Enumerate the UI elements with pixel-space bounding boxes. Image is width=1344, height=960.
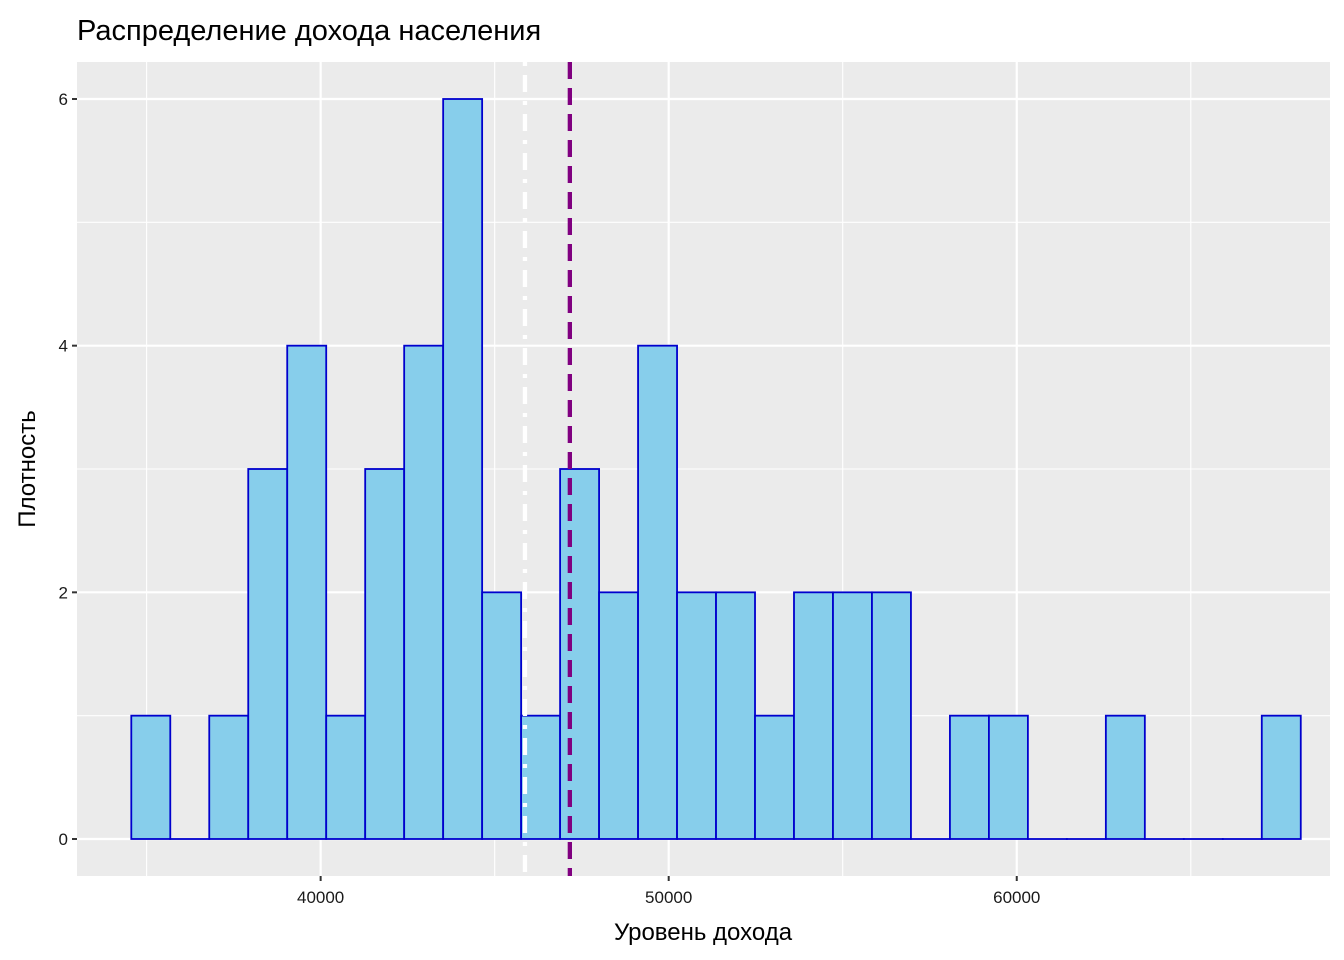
histogram-bar [871,591,912,840]
histogram-bar [793,591,834,840]
histogram-bar [442,98,484,840]
reference-lines [522,62,572,876]
histogram-bar [754,714,795,840]
histogram-bar [247,468,289,840]
histogram-bar [637,344,678,840]
histogram-bar [364,468,406,840]
histogram-bars [130,98,1302,840]
histogram-bar [286,344,328,840]
histogram-bar [325,714,367,840]
histogram-bar [1260,714,1302,840]
histogram-bar [130,714,172,840]
histogram-bar [1104,714,1146,840]
histogram-bar [832,591,873,840]
histogram-bar [481,591,523,840]
y-tick-label: 4 [59,337,68,356]
chart-title: Распределение дохода населения [77,15,541,47]
y-axis-title: Плотность [14,410,41,527]
y-tick-label: 0 [59,830,68,849]
x-axis: 40000 50000 60000 [297,876,1040,907]
histogram-bar [988,714,1029,840]
x-tick-label: 50000 [645,888,692,907]
minor-gridlines [77,62,1330,876]
y-tick-label: 2 [59,583,68,602]
y-tick-label: 6 [59,90,68,109]
histogram-bar [949,714,990,840]
x-tick-label: 40000 [297,888,344,907]
x-tick-label: 60000 [993,888,1040,907]
histogram-bar [715,591,756,840]
histogram-bar [208,714,250,840]
histogram-bar [676,591,717,840]
histogram-bar [559,468,600,840]
histogram-bar [403,344,445,840]
y-axis: 0 2 4 6 [59,90,77,849]
x-axis-title: Уровень дохода [614,919,793,946]
histogram-bar [598,591,639,840]
